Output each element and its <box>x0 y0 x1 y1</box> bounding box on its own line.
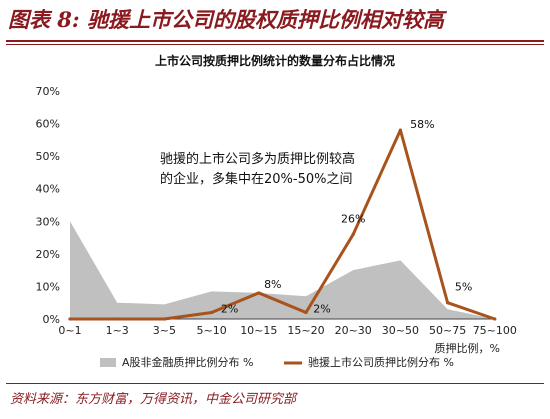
line-point <box>115 317 119 321</box>
x-tick-label: 0~1 <box>58 324 81 337</box>
title-rule <box>6 40 544 42</box>
line-point <box>304 310 308 315</box>
data-label: 5% <box>455 281 472 294</box>
line-point <box>446 301 450 305</box>
line-point <box>162 317 166 321</box>
x-tick-label: 5~10 <box>196 324 226 337</box>
x-tick-label: 15~20 <box>287 324 324 337</box>
y-tick-label: 0% <box>43 313 60 326</box>
line-point <box>210 310 214 315</box>
legend-label-line: 驰援上市公司质押比例分布 % <box>308 355 454 369</box>
line-point <box>493 317 497 321</box>
annotation-line-2: 的企业，多集中在20%-50%之间 <box>160 172 353 187</box>
figure-title: 图表 8: 驰援上市公司的股权质押比例相对较高 <box>8 7 444 32</box>
annotation-line-1: 驰援的上市公司多为质押比例较高 <box>160 152 356 167</box>
x-tick-label: 1~3 <box>106 324 129 337</box>
source-rule <box>6 383 544 384</box>
data-label: 58% <box>410 118 434 131</box>
data-label: 26% <box>341 212 365 225</box>
line-series-rescued <box>70 128 496 321</box>
x-tick-label: 20~30 <box>335 324 372 337</box>
title-rule-thin <box>6 44 544 45</box>
x-tick-label: 50~75 <box>429 324 466 337</box>
y-tick-label: 40% <box>36 183 60 196</box>
y-tick-label: 20% <box>36 248 60 261</box>
line-point <box>257 291 261 295</box>
data-label: 8% <box>264 278 281 291</box>
legend-swatch-area <box>100 358 116 367</box>
data-label: 2% <box>313 302 330 315</box>
y-tick-label: 50% <box>36 150 60 163</box>
source-note: 资料来源：东方财富，万得资讯，中金公司研究部 <box>10 392 297 407</box>
x-tick-label: 30~50 <box>382 324 419 337</box>
y-tick-label: 30% <box>36 215 60 228</box>
x-axis-title: 质押比例，% <box>435 341 500 355</box>
line-point <box>68 317 72 321</box>
line-point <box>351 232 355 236</box>
x-tick-label: 75~100 <box>473 324 517 337</box>
legend-label-area: A股非金融质押比例分布 % <box>122 355 253 369</box>
area-series-a-share <box>70 221 495 319</box>
x-tick-label: 3~5 <box>153 324 176 337</box>
x-tick-label: 10~15 <box>240 324 277 337</box>
y-tick-label: 60% <box>36 118 60 131</box>
line-point <box>398 128 402 132</box>
chart-annotation: 驰援的上市公司多为质押比例较高 的企业，多集中在20%-50%之间 <box>160 150 400 190</box>
y-tick-label: 10% <box>36 280 60 293</box>
data-label: 2% <box>221 302 238 315</box>
chart-title: 上市公司按质押比例统计的数量分布占比情况 <box>154 54 395 68</box>
y-tick-label: 70% <box>36 85 60 98</box>
